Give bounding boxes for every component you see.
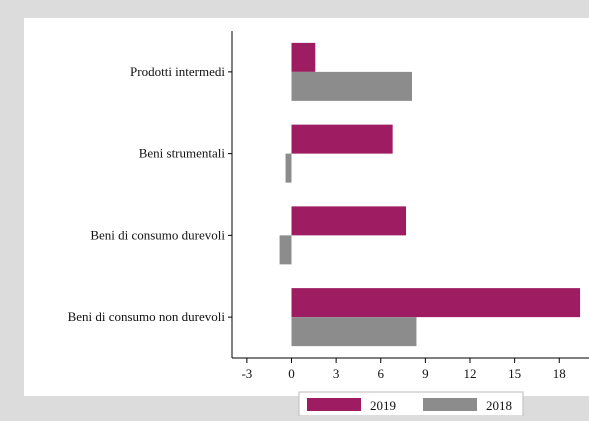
bar-prodotti-intermedi-2018 [291,71,412,101]
legend: 2019 2018 [298,391,524,417]
x-tick-label: 9 [422,366,429,381]
legend-swatch-2019 [307,398,361,411]
category-label-beni-strumentali: Beni strumentali [139,146,226,161]
legend-label-2019: 2019 [370,398,396,413]
bar-prodotti-intermedi-2019 [291,42,316,72]
x-tick-label: 3 [333,366,340,381]
x-tick-label: 12 [464,366,477,381]
category-label-beni-di-consumo-durevoli: Beni di consumo durevoli [90,227,225,242]
x-tick-label: 18 [553,366,566,381]
bar-beni-strumentali-2018 [285,153,292,183]
bar-beni-di-consumo-durevoli-2018 [279,235,292,265]
x-tick-label: 6 [378,366,385,381]
bar-beni-strumentali-2019 [291,124,393,154]
legend-label-2018: 2018 [486,398,512,413]
bar-beni-di-consumo-non-durevoli-2019 [291,288,581,318]
legend-swatch-2018 [423,398,477,411]
category-label-prodotti-intermedi: Prodotti intermedi [130,64,225,79]
bar-beni-di-consumo-durevoli-2019 [291,206,407,236]
bar-beni-di-consumo-non-durevoli-2018 [291,317,417,347]
x-tick-label: 15 [508,366,521,381]
x-tick-label: -3 [241,366,252,381]
x-tick-label: 0 [288,366,295,381]
category-label-beni-di-consumo-non-durevoli: Beni di consumo non durevoli [68,309,226,324]
